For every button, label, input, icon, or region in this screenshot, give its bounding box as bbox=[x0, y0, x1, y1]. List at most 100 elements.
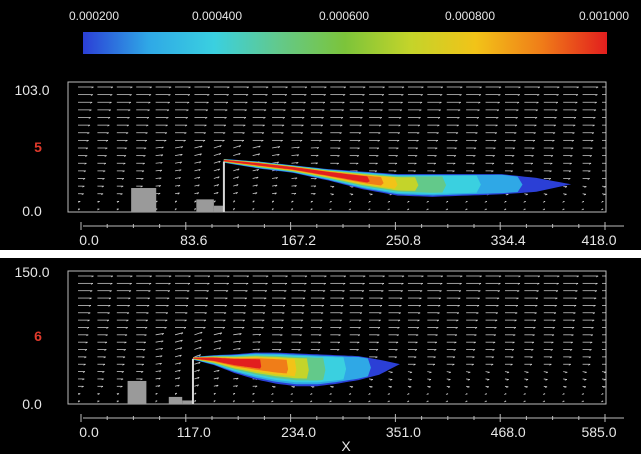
wind-vector-head bbox=[378, 132, 381, 135]
panel-1: 103.0 5 0.0 0.0 83.6 167.2 250.8 334.4 418.0 bbox=[0, 70, 641, 250]
wind-vector-head bbox=[158, 385, 161, 388]
wind-vector-head bbox=[565, 371, 568, 374]
wind-vector-head bbox=[217, 369, 220, 372]
wind-vector-head bbox=[455, 327, 458, 329]
wind-vector-head bbox=[434, 341, 438, 344]
wind-vector-head bbox=[236, 184, 239, 187]
wind-vector-head bbox=[338, 140, 342, 142]
wind-vector-head bbox=[588, 363, 591, 366]
wind-vector-head bbox=[127, 117, 130, 119]
wind-vector-head bbox=[78, 201, 81, 203]
wind-vector-head bbox=[225, 109, 228, 112]
wind-vector-head bbox=[473, 341, 476, 344]
building bbox=[213, 205, 224, 212]
wind-vector-head bbox=[108, 117, 111, 119]
wind-vector bbox=[155, 169, 162, 172]
wind-vector-head bbox=[185, 312, 188, 315]
wind-vector-head bbox=[581, 393, 585, 395]
wind-vector-head bbox=[120, 385, 123, 388]
wind-vector-head bbox=[187, 290, 190, 293]
wind-vector-head bbox=[194, 392, 197, 395]
wind-vector-head bbox=[581, 208, 584, 211]
wind-vector-head bbox=[242, 327, 245, 329]
wind-vector-head bbox=[243, 124, 246, 127]
wind-vector-head bbox=[280, 140, 283, 142]
wind-vector-head bbox=[271, 393, 274, 395]
wind-vector-head bbox=[277, 154, 280, 156]
wind-vector-head bbox=[104, 155, 107, 157]
wind-vector-head bbox=[358, 140, 361, 142]
wind-vector bbox=[233, 168, 240, 172]
wind-vector-head bbox=[188, 86, 191, 89]
wind-vector-head bbox=[184, 124, 188, 127]
wind-vector bbox=[155, 355, 163, 358]
wind-vector bbox=[155, 385, 161, 387]
wind-vector-head bbox=[549, 170, 552, 173]
wind-vector-head bbox=[434, 155, 437, 157]
wind-vector-head bbox=[261, 327, 264, 329]
wind-vector-head bbox=[370, 386, 373, 388]
wind-vector-head bbox=[298, 349, 301, 351]
wind-vector-head bbox=[224, 117, 227, 119]
colorbar-tick-label: 0.001000 bbox=[579, 9, 629, 23]
wind-vector-head bbox=[284, 101, 287, 104]
wind-vector-head bbox=[379, 124, 382, 127]
wind-vector-head bbox=[438, 109, 441, 112]
wind-vector-head bbox=[185, 305, 189, 307]
wind-vector-head bbox=[572, 132, 575, 135]
wind-vector-head bbox=[218, 347, 222, 350]
wind-vector-head bbox=[90, 283, 94, 285]
wind-vector-head bbox=[198, 176, 201, 179]
wind-vector-head bbox=[380, 297, 383, 300]
wind-vector-head bbox=[445, 393, 449, 395]
wind-vector-head bbox=[184, 132, 187, 135]
wind-vector-head bbox=[283, 297, 286, 300]
x-tick-label: 234.0 bbox=[281, 424, 316, 440]
wind-vector-head bbox=[479, 275, 482, 278]
wind-vector-head bbox=[310, 393, 313, 395]
wind-vector-head bbox=[406, 208, 410, 211]
wind-vector-head bbox=[475, 319, 478, 322]
wind-vector-head bbox=[165, 312, 169, 315]
wind-vector-head bbox=[122, 356, 126, 359]
wind-vector-head bbox=[100, 193, 104, 196]
wind-vector-head bbox=[478, 101, 481, 104]
wind-vector-head bbox=[418, 312, 421, 315]
wind-vector-head bbox=[591, 132, 595, 135]
wind-vector-head bbox=[460, 86, 463, 89]
wind-vector-head bbox=[396, 334, 399, 337]
wind-vector bbox=[174, 146, 183, 149]
wind-vector-head bbox=[299, 334, 302, 337]
wind-vector bbox=[155, 154, 163, 157]
x-tick-label: 250.8 bbox=[386, 232, 421, 248]
wind-vector-head bbox=[296, 162, 299, 165]
wind-vector-head bbox=[552, 327, 555, 329]
wind-vector-head bbox=[452, 363, 455, 366]
plume-contour-band bbox=[193, 357, 262, 369]
wind-vector-head bbox=[160, 348, 163, 350]
wind-vector-head bbox=[523, 400, 526, 403]
wind-vector-head bbox=[85, 147, 89, 150]
wind-vector-head bbox=[291, 208, 294, 211]
wind-vector-head bbox=[514, 319, 517, 322]
wind-vector bbox=[174, 332, 184, 336]
wind-vector-head bbox=[460, 275, 463, 278]
wind-vector-head bbox=[590, 147, 593, 150]
x-tick-label: 334.4 bbox=[491, 232, 526, 248]
wind-vector-head bbox=[184, 319, 187, 322]
wind-vector-head bbox=[551, 334, 555, 337]
wind-vector-head bbox=[239, 333, 242, 336]
wind-vector-head bbox=[178, 177, 181, 180]
wind-vector-head bbox=[262, 124, 265, 127]
wind-vector-head bbox=[512, 147, 516, 150]
colorbar-gradient bbox=[83, 32, 607, 54]
wind-vector-head bbox=[87, 132, 90, 135]
wind-vector bbox=[174, 377, 180, 380]
wind-vector-head bbox=[216, 184, 219, 187]
panel-2-y-tick-label-bottom: 0.0 bbox=[22, 396, 42, 412]
wind-vector-head bbox=[545, 371, 549, 374]
wind-vector bbox=[233, 191, 238, 195]
wind-vector-head bbox=[142, 162, 145, 165]
wind-vector-head bbox=[252, 393, 255, 396]
wind-vector bbox=[194, 176, 201, 179]
